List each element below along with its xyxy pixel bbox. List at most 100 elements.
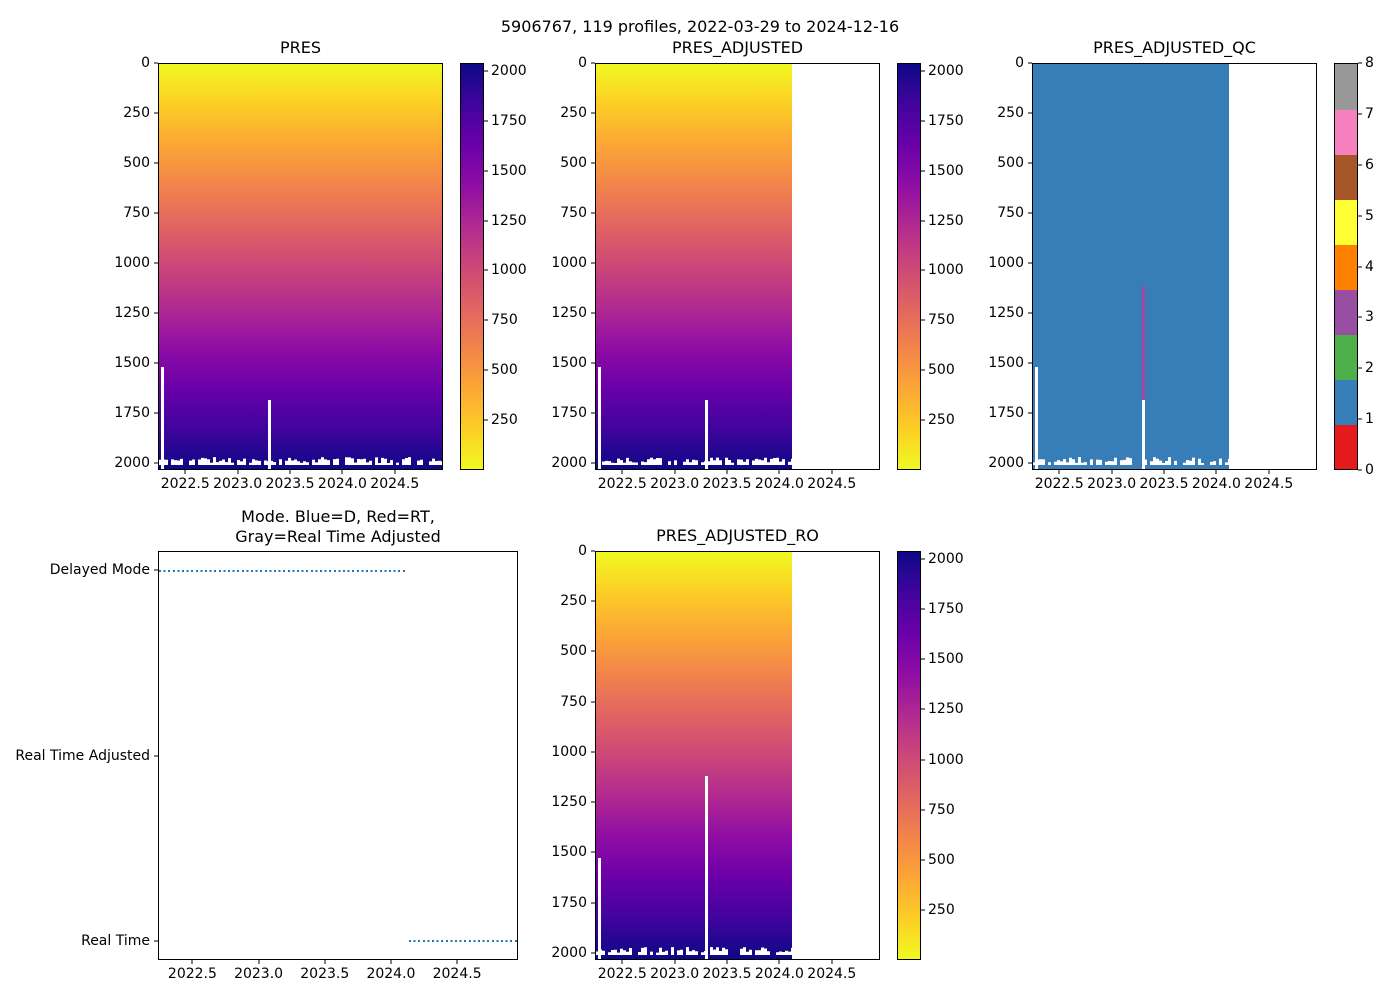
x-tick-mark bbox=[456, 960, 458, 964]
y-tick-mark bbox=[591, 462, 595, 464]
subplot-pres-adjusted-ro: PRES_ADJUSTED_RO 2022.5 2023.0 2023.5 2024.… bbox=[551, 526, 880, 982]
pressure-heatmap-fill bbox=[159, 64, 442, 469]
y-tick-mark bbox=[591, 600, 595, 602]
y-tick-label: 250 bbox=[123, 105, 150, 121]
y-tick-label: 1750 bbox=[551, 894, 587, 911]
qc-colorbar-segment bbox=[1335, 379, 1357, 426]
y-tick-label: 1500 bbox=[551, 844, 587, 861]
colorbar-tick-label: 1000 bbox=[928, 751, 964, 768]
y-tick-mark bbox=[154, 162, 158, 164]
subplot-pres-adjusted-qc-title: PRES_ADJUSTED_QC bbox=[1093, 38, 1256, 57]
x-tick-label: 2023.5 bbox=[702, 966, 752, 982]
colorbar-tick-label: 500 bbox=[928, 362, 955, 379]
y-tick-mark bbox=[154, 940, 158, 942]
y-tick-mark bbox=[591, 362, 595, 364]
y-tick-label: 1750 bbox=[988, 405, 1024, 421]
x-tick-mark bbox=[1058, 470, 1060, 474]
x-tick-mark bbox=[726, 470, 728, 474]
y-tick-mark bbox=[154, 569, 158, 571]
subplot-pres-adjusted-qc-canvas bbox=[1032, 63, 1317, 470]
qc-colorbar-segment bbox=[1335, 333, 1357, 381]
y-tick-label: 1000 bbox=[114, 255, 150, 271]
colorbar-tick-mark bbox=[1358, 215, 1362, 217]
x-tick-mark bbox=[289, 470, 291, 474]
colorbar-tick-label: 1500 bbox=[928, 651, 964, 668]
x-tick-label: 2022.5 bbox=[160, 476, 210, 492]
missing-data-strip bbox=[705, 776, 709, 959]
y-tick-label: 750 bbox=[123, 205, 150, 221]
subplot-pres-adjusted: PRES_ADJUSTED 2022.5 2023.0 2023.5 2024.0 20… bbox=[551, 38, 880, 492]
x-tick-label: 2024.5 bbox=[432, 966, 482, 982]
colorbar-tick-mark bbox=[484, 269, 488, 271]
x-tick-label: 2024.5 bbox=[370, 476, 420, 492]
colorbar-tick-mark bbox=[921, 369, 925, 371]
colorbar-tick-label: 2 bbox=[1365, 360, 1374, 377]
x-tick-label: 2022.5 bbox=[597, 966, 647, 982]
pressure-heatmap-fill bbox=[596, 552, 792, 959]
colorbar-tick-mark bbox=[1358, 62, 1362, 64]
y-tick-label: 1000 bbox=[988, 255, 1024, 271]
y-tick-mark bbox=[591, 412, 595, 414]
colorbar-tick-mark bbox=[921, 120, 925, 122]
subplot-pres: PRES 2022.5 2023.0 2023.5 2024.0 2024.5 0 250 5… bbox=[114, 38, 443, 492]
x-tick-mark bbox=[621, 470, 623, 474]
y-tick-label: 0 bbox=[141, 55, 150, 71]
y-tick-label: 250 bbox=[997, 105, 1024, 121]
colorbar-tick-mark bbox=[1358, 164, 1362, 166]
colorbar-tick-mark bbox=[921, 759, 925, 760]
colorbar-tick-label: 500 bbox=[928, 851, 955, 868]
colorbar-pres-adjusted-ro-gradient bbox=[897, 551, 921, 960]
colorbar-tick-label: 5 bbox=[1365, 207, 1374, 224]
missing-data-strip bbox=[268, 400, 272, 469]
y-tick-mark bbox=[1028, 62, 1032, 64]
qc-colorbar-segment bbox=[1335, 198, 1357, 246]
x-tick-mark bbox=[674, 960, 676, 964]
colorbar-tick-label: 2000 bbox=[928, 551, 964, 568]
x-tick-mark bbox=[237, 470, 239, 474]
y-tick-label: 1000 bbox=[551, 255, 587, 271]
x-tick-mark bbox=[778, 470, 780, 474]
y-tick-label: 0 bbox=[578, 543, 587, 559]
x-tick-label: 2023.0 bbox=[234, 966, 284, 982]
y-tick-mark bbox=[591, 312, 595, 314]
jagged-profile-bottom bbox=[596, 450, 792, 469]
x-tick-label: 2024.0 bbox=[1191, 476, 1241, 492]
pressure-heatmap-fill bbox=[596, 64, 792, 469]
y-tick-mark bbox=[1028, 462, 1032, 464]
qc-colorbar-segment bbox=[1335, 109, 1357, 156]
subplot-mode-title-line1: Mode. Blue=D, Red=RT, bbox=[241, 507, 435, 526]
colorbar-tick-mark bbox=[921, 608, 925, 610]
colorbar-tick-label: 750 bbox=[928, 312, 955, 329]
x-tick-label: 2024.5 bbox=[1244, 476, 1294, 492]
colorbar-qc-flags-segments bbox=[1334, 63, 1358, 470]
missing-data-strip bbox=[598, 857, 602, 959]
y-tick-label: 500 bbox=[560, 643, 587, 660]
subplot-pres-adjusted-canvas bbox=[595, 63, 880, 470]
y-tick-label: 1250 bbox=[551, 794, 587, 811]
colorbar-tick-mark bbox=[484, 70, 488, 72]
x-tick-mark bbox=[1111, 470, 1113, 474]
y-tick-mark bbox=[154, 755, 158, 756]
y-tick-label: 1250 bbox=[988, 305, 1024, 321]
y-tick-label: 0 bbox=[1015, 55, 1024, 71]
colorbar-tick-mark bbox=[484, 220, 488, 222]
y-tick-label: 2000 bbox=[988, 455, 1024, 471]
colorbar-tick-mark bbox=[921, 220, 925, 222]
y-tick-label: 1250 bbox=[114, 305, 150, 321]
colorbar-tick-mark bbox=[921, 170, 925, 172]
colorbar-tick-mark bbox=[921, 419, 925, 421]
y-tick-label: 750 bbox=[560, 205, 587, 221]
x-tick-mark bbox=[831, 960, 833, 964]
x-tick-label: 2023.5 bbox=[300, 966, 350, 982]
qc-colorbar-segment bbox=[1335, 64, 1357, 111]
y-tick-mark bbox=[1028, 162, 1032, 164]
y-tick-mark bbox=[154, 312, 158, 314]
y-tick-label: 1500 bbox=[551, 355, 587, 371]
y-tick-label: 750 bbox=[997, 205, 1024, 221]
y-tick-mark bbox=[591, 701, 595, 703]
y-tick-mark bbox=[591, 112, 595, 114]
y-tick-mark bbox=[154, 362, 158, 364]
x-tick-label: 2023.0 bbox=[1087, 476, 1137, 492]
colorbar-tick-mark bbox=[1358, 316, 1362, 318]
